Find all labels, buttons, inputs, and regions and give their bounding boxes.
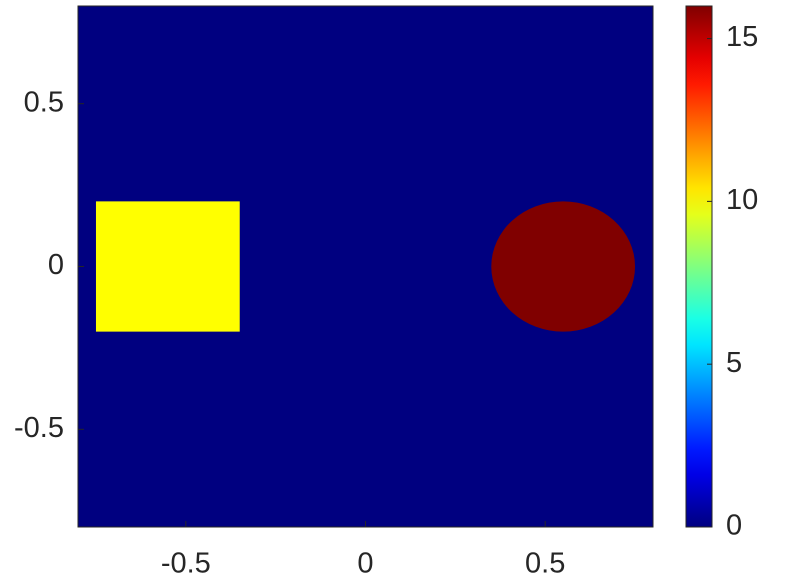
y-tick-label: 0 [48,249,64,281]
x-tick-label: -0.5 [161,548,211,580]
x-tick-label: 0 [357,548,373,580]
x-tick-label: 0.5 [525,548,565,580]
rect-region [95,201,240,332]
colorbar [685,5,713,528]
colorbar-tick-label: 0 [726,510,742,542]
circle-region [491,201,636,332]
y-tick-label: 0.5 [24,86,64,118]
colorbar-tick-label: 10 [726,184,758,216]
colorbar-tick-label: 5 [726,347,742,379]
y-tick-label: -0.5 [14,412,64,444]
colorbar-tick-label: 15 [726,21,758,53]
